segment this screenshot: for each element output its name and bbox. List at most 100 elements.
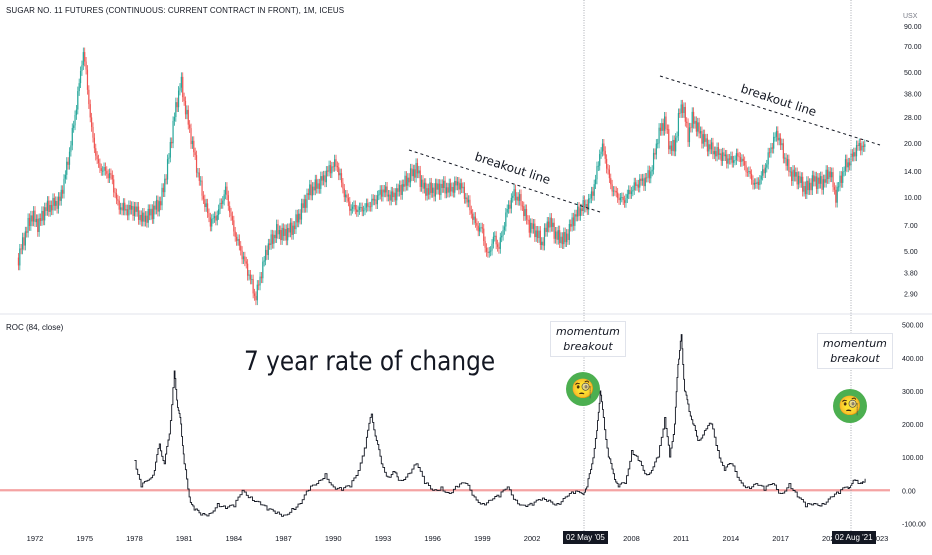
price-candle-body xyxy=(829,171,831,178)
price-candle-body xyxy=(240,245,242,251)
price-candle-body xyxy=(42,210,44,221)
price-candle-body xyxy=(155,199,158,210)
price-tick-label: 10.00 xyxy=(904,195,922,202)
price-candle-body xyxy=(204,199,206,208)
price-candle-body xyxy=(92,126,94,138)
price-candle-body xyxy=(310,184,312,196)
price-candle-body xyxy=(688,127,691,143)
price-candle-body xyxy=(396,188,398,201)
price-candle-body xyxy=(354,204,356,210)
price-tick-label: 2.90 xyxy=(904,291,918,298)
price-candle-body xyxy=(427,188,430,195)
price-candle-body xyxy=(614,190,616,192)
price-candle-body xyxy=(657,143,659,145)
annotation-layer: breakout line breakout line xyxy=(408,0,881,532)
price-candle-body xyxy=(704,134,706,142)
price-candle-body xyxy=(270,234,272,245)
price-candle-body xyxy=(535,230,537,238)
price-candle-body xyxy=(683,106,685,114)
price-candle-body xyxy=(699,131,702,134)
price-candle-body xyxy=(536,230,539,239)
x-tick-label: 2014 xyxy=(723,534,740,543)
price-candle-body xyxy=(407,177,409,186)
price-candle-body xyxy=(325,170,327,183)
price-candle-body xyxy=(70,145,72,152)
price-candle-body xyxy=(851,153,853,157)
price-candle-body xyxy=(266,249,268,256)
price-candle-body xyxy=(795,172,797,177)
price-candle-body xyxy=(557,230,559,240)
price-candle-body xyxy=(589,198,591,200)
price-candle-body xyxy=(350,208,352,211)
price-candle-body xyxy=(470,210,472,214)
price-candle-body xyxy=(597,165,599,167)
price-candle-body xyxy=(451,186,453,192)
price-candle-body xyxy=(775,130,778,137)
price-candle-body xyxy=(655,143,657,155)
price-candle-body xyxy=(44,207,46,221)
price-candle-body xyxy=(421,179,423,187)
price-candle-body xyxy=(79,71,82,84)
price-candle-body xyxy=(531,222,533,229)
price-candle-body xyxy=(52,197,54,211)
price-candle-body xyxy=(690,127,692,129)
price-candle-body xyxy=(719,153,721,155)
price-candle-body xyxy=(847,162,849,168)
price-candle-body xyxy=(855,145,858,157)
price-candle-body xyxy=(632,190,634,192)
price-candle-body xyxy=(452,186,454,193)
price-candle-body xyxy=(752,179,754,185)
price-candle-body xyxy=(585,204,587,208)
price-candle-body xyxy=(150,208,152,216)
price-candle-body xyxy=(339,173,341,176)
price-candle-body xyxy=(687,122,689,143)
price-candle-body xyxy=(380,189,383,197)
price-candle-body xyxy=(757,181,760,185)
price-candle-body xyxy=(503,226,506,230)
price-candle-body xyxy=(739,157,742,162)
price-candle-body xyxy=(106,170,108,174)
price-candle-body xyxy=(205,203,207,208)
price-candle-body xyxy=(62,189,64,194)
price-candle-body xyxy=(125,209,127,211)
price-candle-body xyxy=(789,171,791,173)
price-candle-body xyxy=(411,168,413,177)
price-candle-body xyxy=(815,176,818,190)
price-candle-body xyxy=(706,138,709,152)
price-candle-body xyxy=(21,237,24,250)
indicator-label[interactable]: ROC (84, close) xyxy=(6,323,64,332)
price-candle-body xyxy=(120,207,122,210)
price-candle-body xyxy=(506,208,508,213)
price-candle-body xyxy=(494,235,496,237)
price-candle-body xyxy=(215,216,217,221)
price-candle-body xyxy=(416,162,419,174)
price-candle-body xyxy=(164,178,166,193)
price-candle-body xyxy=(680,104,682,114)
price-candle-body xyxy=(705,138,707,142)
price-candle-body xyxy=(606,158,608,169)
price-candle-body xyxy=(118,200,120,210)
price-candle-body xyxy=(726,154,728,164)
price-candle-body xyxy=(263,260,265,262)
price-candle-body xyxy=(249,274,251,280)
price-candle-body xyxy=(550,217,552,227)
price-candle-body xyxy=(23,237,25,246)
price-candle-body xyxy=(644,177,646,187)
price-candle-body xyxy=(516,196,518,201)
price-candle-body xyxy=(140,214,142,222)
price-candle-body xyxy=(539,230,541,246)
price-candle-body xyxy=(773,136,775,149)
price-candle-body xyxy=(351,206,354,209)
price-candle-body xyxy=(224,186,227,195)
price-candle-body xyxy=(528,219,530,233)
price-candle-body xyxy=(324,175,326,183)
price-candle-body xyxy=(186,109,188,115)
price-candle-body xyxy=(588,198,590,211)
roc-tick-label: 500.00 xyxy=(902,323,924,330)
price-candle-body xyxy=(662,123,664,131)
price-candle-body xyxy=(713,151,715,155)
price-candle-body xyxy=(575,214,577,217)
price-candle-body xyxy=(383,189,385,193)
price-candle-body xyxy=(336,165,338,168)
